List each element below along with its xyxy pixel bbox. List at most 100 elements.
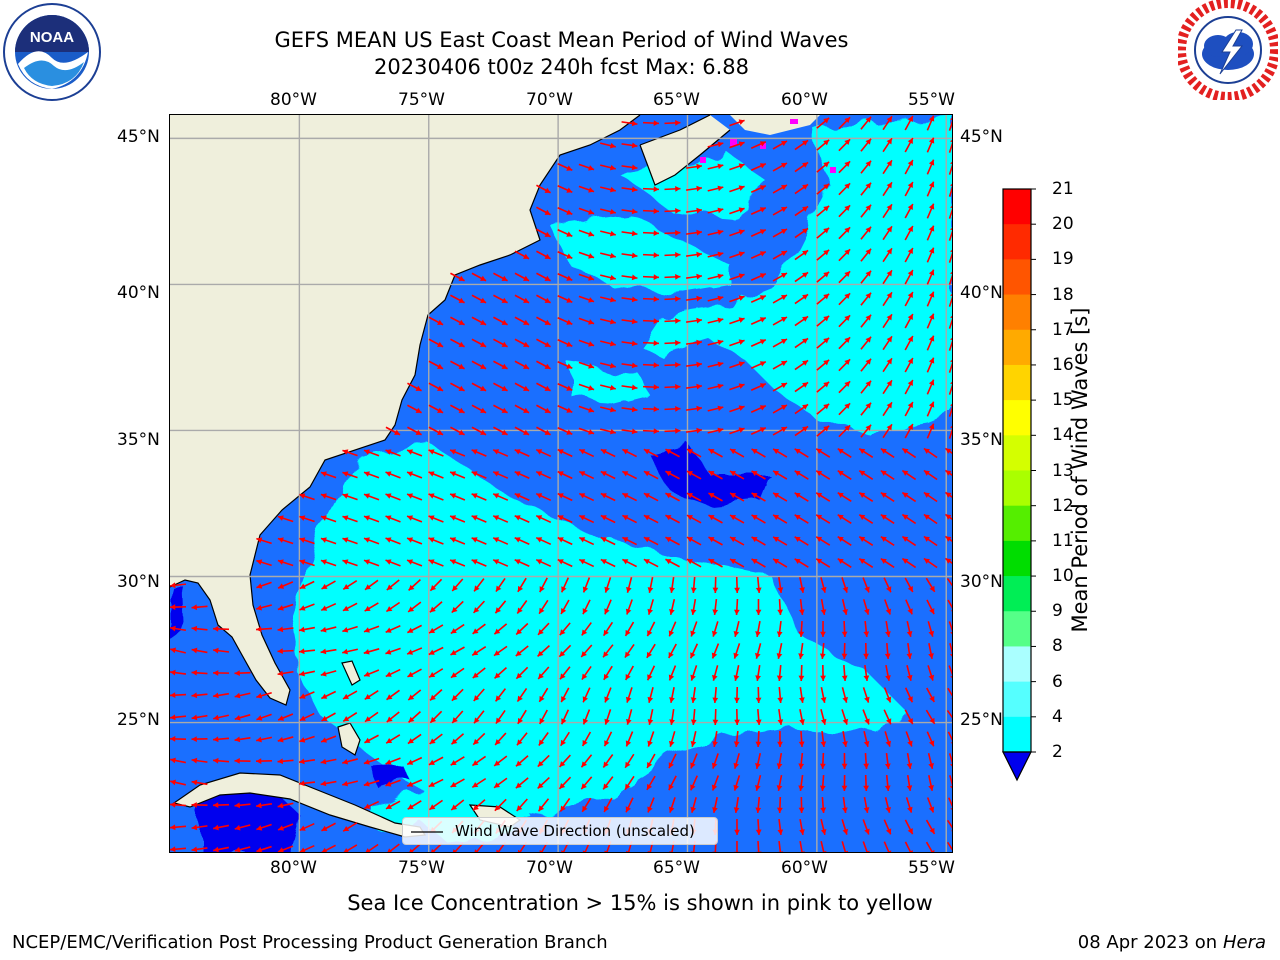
wind-arrow bbox=[926, 335, 935, 351]
wind-arrow bbox=[816, 271, 830, 283]
wind-arrow bbox=[733, 621, 740, 637]
wind-arrow bbox=[729, 317, 745, 325]
date-note: 08 Apr 2023 on Hera bbox=[1078, 932, 1266, 953]
wind-arrow bbox=[428, 382, 444, 392]
wind-arrow bbox=[621, 428, 638, 435]
wind-arrow bbox=[580, 776, 593, 790]
wind-arrow bbox=[558, 776, 572, 790]
wind-arrow bbox=[277, 845, 294, 852]
wind-arrow bbox=[948, 249, 952, 263]
wind-arrow bbox=[904, 687, 914, 703]
wind-arrow bbox=[493, 294, 508, 304]
wind-arrow bbox=[925, 819, 936, 835]
wind-arrow bbox=[578, 470, 595, 480]
wind-arrow bbox=[625, 599, 633, 615]
wind-arrow bbox=[600, 470, 616, 480]
wind-arrow bbox=[948, 621, 952, 635]
lat-label-right-45n: 45°N bbox=[960, 127, 1003, 147]
wind-arrow bbox=[212, 802, 230, 808]
wind-arrow bbox=[772, 272, 788, 282]
wind-arrow bbox=[685, 383, 703, 390]
lon-label-bottom-60w: 60°W bbox=[781, 858, 828, 878]
wind-arrow bbox=[514, 382, 530, 392]
wind-arrow bbox=[299, 580, 315, 590]
wind-arrow bbox=[837, 448, 852, 458]
wind-arrow bbox=[860, 160, 872, 174]
wind-arrow bbox=[429, 710, 443, 724]
wind-arrow bbox=[665, 492, 680, 502]
wind-arrow bbox=[580, 754, 593, 768]
sea-ice-speck bbox=[760, 143, 766, 149]
wind-arrow bbox=[600, 340, 616, 347]
wind-arrow bbox=[820, 709, 827, 725]
wind-arrow bbox=[321, 844, 336, 852]
wind-arrow bbox=[925, 841, 935, 852]
wind-arrow bbox=[926, 423, 935, 439]
wind-arrow bbox=[772, 338, 788, 348]
wind-arrow bbox=[406, 449, 423, 457]
colorbar-segment bbox=[1003, 646, 1031, 683]
land-nova-scotia bbox=[640, 115, 730, 185]
wind-arrow bbox=[880, 557, 895, 569]
wind-arrow bbox=[170, 801, 187, 808]
wind-arrow bbox=[690, 797, 697, 813]
wind-arrow bbox=[647, 687, 654, 703]
wind-arrow bbox=[578, 229, 595, 237]
wind-arrow bbox=[191, 824, 208, 831]
wind-arrow bbox=[755, 818, 762, 836]
wind-arrow bbox=[794, 205, 809, 217]
wind-arrow bbox=[557, 338, 573, 348]
wind-arrow bbox=[729, 361, 745, 369]
wind-arrow bbox=[884, 797, 891, 813]
wind-arrow bbox=[535, 448, 552, 458]
wind-arrow bbox=[277, 713, 294, 721]
wind-arrow bbox=[428, 338, 444, 348]
sea-ice-speck bbox=[830, 167, 836, 173]
wind-arrow bbox=[712, 797, 718, 813]
wind-arrow bbox=[858, 557, 874, 569]
sea-ice-speck bbox=[790, 119, 798, 124]
wind-arrow bbox=[578, 251, 595, 259]
wind-arrow bbox=[429, 578, 443, 592]
wind-arrow bbox=[838, 402, 851, 416]
wind-arrow bbox=[277, 823, 294, 831]
wind-arrow bbox=[539, 577, 548, 593]
wind-arrow bbox=[514, 294, 530, 304]
wind-arrow bbox=[537, 754, 550, 768]
wind-arrow bbox=[406, 537, 423, 545]
wind-arrow bbox=[794, 337, 809, 349]
wind-arrow bbox=[299, 670, 315, 677]
wind-arrow bbox=[600, 384, 616, 391]
wind-arrow bbox=[428, 559, 444, 567]
wind-arrow bbox=[385, 449, 401, 457]
wind-arrow bbox=[948, 205, 952, 219]
wind-arrow bbox=[643, 514, 659, 524]
wind-arrow bbox=[946, 819, 952, 832]
wind-arrow bbox=[642, 362, 660, 369]
map-subtitle: 20230406 t00z 240h fcst Max: 6.88 bbox=[374, 55, 749, 79]
wind-arrow bbox=[428, 756, 444, 766]
wind-arrow bbox=[299, 537, 315, 545]
wind-arrow bbox=[406, 471, 423, 479]
wind-arrow bbox=[255, 758, 273, 764]
wind-arrow bbox=[926, 159, 935, 175]
wind-arrow bbox=[536, 294, 551, 304]
wind-arrow bbox=[816, 315, 830, 327]
wind-arrow bbox=[557, 536, 573, 546]
wind-arrow bbox=[557, 492, 573, 502]
wind-arrow bbox=[578, 273, 595, 281]
wind-arrow bbox=[794, 403, 809, 415]
wind-arrow bbox=[860, 182, 872, 196]
wind-arrow bbox=[428, 778, 444, 788]
wind-arrow bbox=[364, 711, 379, 723]
wind-arrow bbox=[685, 207, 703, 214]
wind-arrow bbox=[385, 625, 401, 633]
producer-note: NCEP/EMC/Verification Post Processing Pr… bbox=[12, 932, 608, 953]
colorbar-tick-label: 15 bbox=[1052, 390, 1074, 411]
wind-arrow bbox=[495, 709, 506, 725]
wind-arrow bbox=[342, 471, 358, 479]
wind-arrow bbox=[750, 163, 767, 171]
wind-arrow bbox=[582, 687, 591, 703]
wind-arrow bbox=[406, 779, 423, 787]
wind-arrow bbox=[320, 670, 337, 677]
